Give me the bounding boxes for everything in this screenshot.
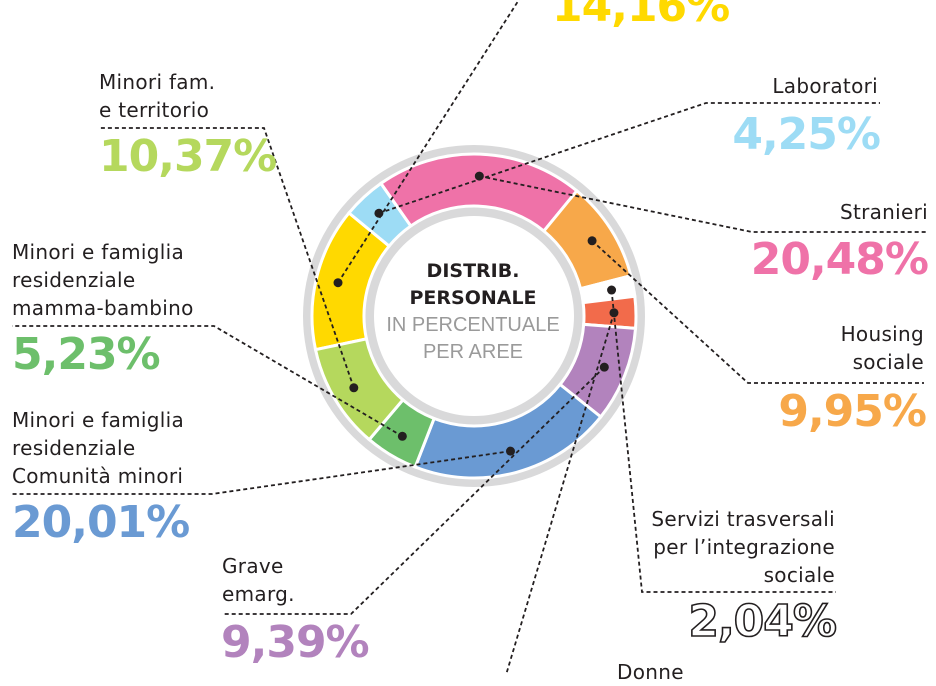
value-label-comunita-minori: 20,01% bbox=[12, 497, 190, 548]
leader-dot-7 bbox=[505, 446, 515, 456]
leader-dot-3 bbox=[587, 236, 597, 246]
leader-line-2 bbox=[479, 175, 927, 233]
value-label-servizi-trasversali: 2,04% bbox=[688, 596, 838, 648]
category-label-minori-fam-territorio: Minori fam. e territorio bbox=[99, 70, 216, 122]
leader-dot-8 bbox=[397, 431, 407, 441]
leader-line-4 bbox=[610, 289, 836, 593]
donut-slice-9 bbox=[313, 337, 405, 442]
leader-line-9 bbox=[99, 127, 355, 389]
center-subtitle-line-1: IN PERCENTUALE bbox=[386, 314, 560, 336]
category-label-donne: Donne bbox=[617, 660, 684, 684]
value-label-housing-sociale: 9,95% bbox=[778, 386, 927, 437]
leader-line-7 bbox=[12, 450, 511, 495]
leader-line-6 bbox=[222, 366, 605, 615]
category-label-servizi-trasversali: Servizi trasversali per l’integrazione s… bbox=[651, 507, 835, 587]
leader-dot-9 bbox=[349, 383, 359, 393]
value-label-laboratori: 4,25% bbox=[732, 109, 881, 160]
category-label-housing-sociale: Housing sociale bbox=[840, 322, 924, 374]
center-title-line-2: PERSONALE bbox=[409, 287, 537, 309]
leader-dot-2 bbox=[474, 171, 484, 181]
leader-line-0 bbox=[337, 0, 520, 284]
leader-dot-1 bbox=[374, 208, 384, 218]
category-label-stranieri: Stranieri bbox=[839, 200, 928, 224]
value-label-minori-fam-territorio: 10,37% bbox=[99, 131, 277, 182]
category-label-mamma-bambino: Minori e famiglia residenziale mamma-bam… bbox=[12, 240, 194, 320]
category-label-laboratori: Laboratori bbox=[772, 74, 878, 98]
donut-hole bbox=[374, 216, 574, 416]
category-label-grave-emarg: Grave emarg. bbox=[222, 554, 295, 606]
value-label-stranieri: 20,48% bbox=[750, 234, 929, 285]
leader-line-3 bbox=[591, 240, 924, 384]
category-label-comunita-minori: Minori e famiglia residenziale Comunità … bbox=[12, 408, 185, 488]
value-label-slice-0: 14,16% bbox=[552, 0, 730, 32]
leader-dot-4 bbox=[607, 285, 617, 295]
center-title-line-1: DISTRIB. bbox=[426, 260, 520, 282]
chart-center-title: DISTRIB. PERSONALE IN PERCENTUALE PER AR… bbox=[363, 258, 583, 366]
leader-dot-6 bbox=[599, 362, 609, 372]
leader-line-1 bbox=[378, 102, 880, 215]
leader-dot-5 bbox=[609, 308, 619, 318]
center-subtitle-line-2: PER AREE bbox=[422, 341, 524, 363]
leader-line-8 bbox=[12, 325, 403, 438]
value-label-mamma-bambino: 5,23% bbox=[12, 329, 161, 380]
leader-dot-0 bbox=[333, 278, 343, 288]
value-label-grave-emarg: 9,39% bbox=[221, 617, 370, 668]
